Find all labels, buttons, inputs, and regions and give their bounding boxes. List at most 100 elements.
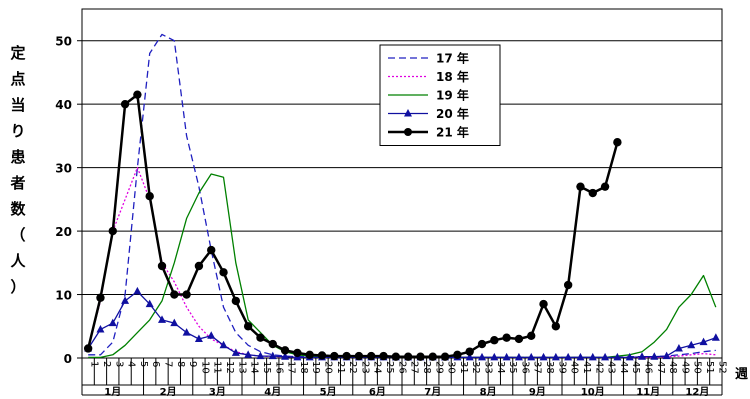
y-tick-label: 20 [55,225,72,239]
data-point [133,90,142,99]
data-point [108,226,117,236]
data-point [477,339,487,349]
data-point [207,331,216,339]
data-point [170,290,179,299]
data-point [403,352,413,361]
data-point [244,350,253,358]
legend-label: 17 年 [436,51,469,66]
data-point [219,340,228,349]
x-month-label: 11月 [636,386,660,398]
data-point [564,352,573,361]
data-point [527,331,536,340]
data-point [391,352,401,361]
y-axis-label-char: ） [10,278,26,296]
y-axis-label-char: 当 [10,96,26,114]
y-tick-label: 40 [55,98,72,112]
y-tick-label: 0 [64,352,72,366]
data-point [170,318,179,327]
x-month-label: 7月 [424,386,441,398]
data-point [490,336,499,345]
y-axis-label-char: 者 [10,174,26,192]
y-axis-label-char: 数 [10,200,26,218]
data-point [133,286,142,295]
data-point [539,299,548,309]
y-axis-label-char: 定 [10,44,26,62]
data-point [280,346,290,355]
data-point [120,99,130,109]
data-point [687,340,696,349]
data-point [662,351,671,360]
data-point [514,334,524,344]
data-point [600,182,610,191]
legend-swatch-marker [404,128,412,136]
data-point [588,188,597,198]
data-point [219,268,228,277]
series-line [87,290,717,359]
data-point [453,350,462,360]
series-line [86,93,619,358]
x-month-label: 8月 [480,386,497,398]
data-point [576,182,585,191]
x-month-label: 1月 [104,386,121,398]
data-point [416,352,425,361]
x-month-label: 3月 [209,386,226,398]
data-point [625,352,634,361]
data-point [293,348,302,358]
legend-swatch-marker [404,109,412,117]
data-point [342,351,351,361]
data-point [379,351,388,361]
data-point [121,296,130,304]
y-axis-label-char: 患 [10,148,26,166]
x-month-label: 2月 [160,386,177,398]
data-point [613,352,622,361]
data-point [465,352,474,361]
x-axis-label: 週 [735,367,748,382]
y-axis-label-char: 人 [10,252,26,270]
data-point [354,351,364,361]
data-point [145,299,154,308]
data-point [490,352,499,361]
series-4 [83,90,622,361]
data-point [157,261,167,271]
data-point [281,352,290,360]
data-point [231,348,240,356]
data-point [711,333,720,341]
data-point [699,337,708,346]
data-point [256,333,265,342]
y-tick-label: 50 [55,35,72,49]
data-point [502,333,511,342]
y-tick-label: 30 [55,162,72,176]
data-point [194,334,203,342]
data-point [83,344,93,353]
y-axis-label-char: 点 [10,70,26,88]
y-tick-label: 10 [55,289,72,303]
legend-label: 20 年 [436,106,469,121]
x-week-label: 52 [716,361,727,374]
data-point [367,351,376,361]
data-point [613,138,622,147]
data-point [243,322,253,331]
data-point [576,352,585,361]
data-point [527,352,536,361]
series-3 [84,286,720,361]
data-point [440,352,450,361]
legend-label: 18 年 [436,69,469,84]
x-month-label: 4月 [264,386,281,398]
x-month-label: 5月 [320,386,337,398]
data-point [268,351,277,360]
legend-label: 19 年 [436,88,469,103]
data-point [231,296,241,306]
x-month-label: 10月 [581,386,605,398]
legend-label: 21 年 [436,125,469,140]
data-point [305,350,314,360]
x-month-label: 9月 [529,386,546,398]
data-point [207,245,216,255]
data-point [539,352,548,361]
data-point [601,352,610,361]
data-point [330,351,339,361]
data-point [182,290,191,299]
data-point [256,351,265,360]
data-point [96,324,105,333]
data-point [514,352,523,361]
